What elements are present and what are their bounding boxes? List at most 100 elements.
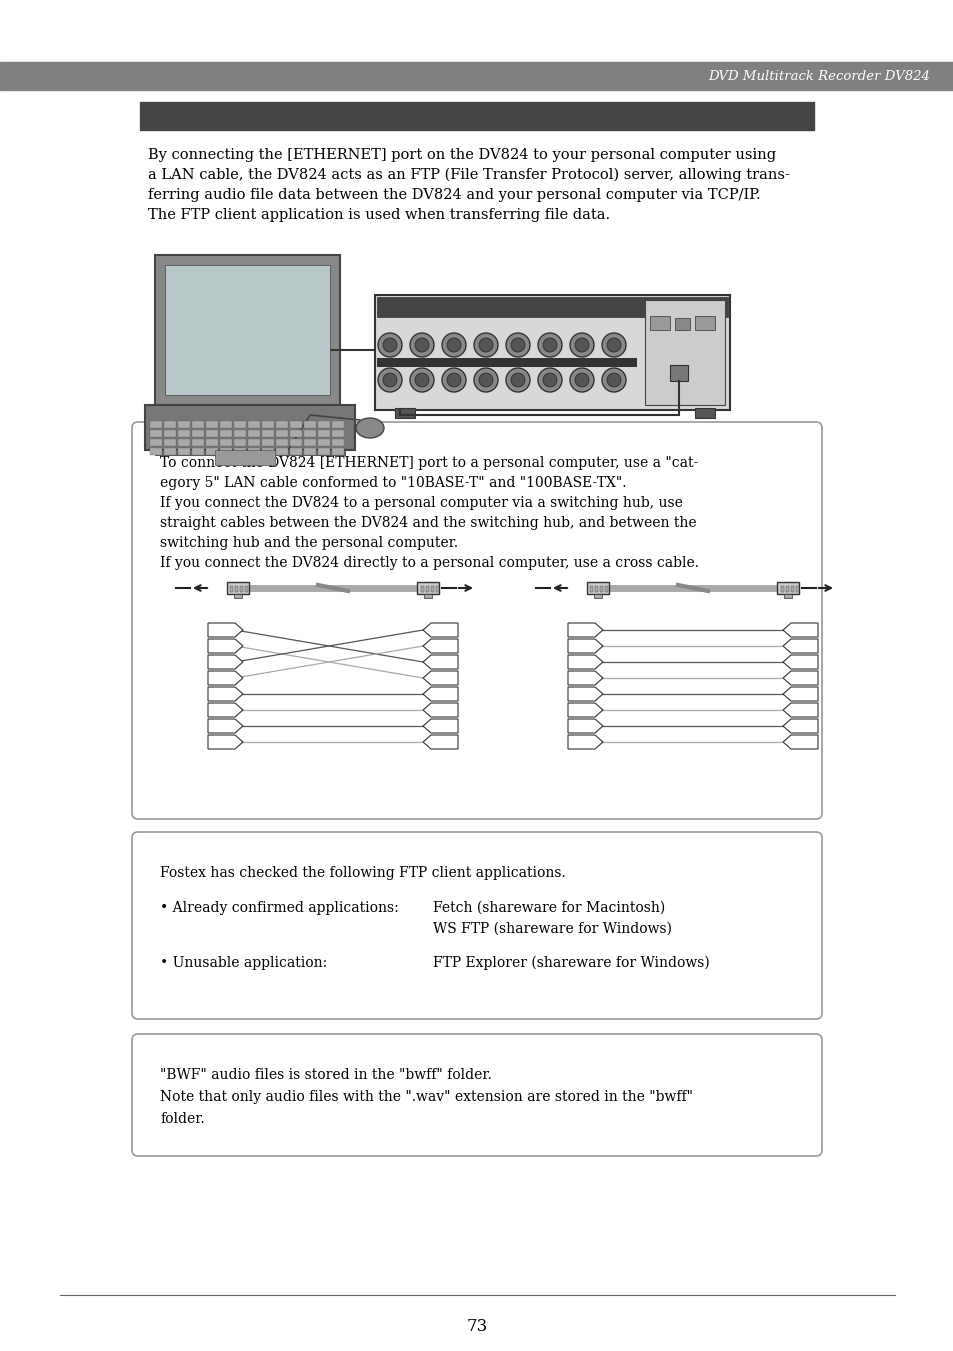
Bar — [206, 439, 218, 446]
Bar — [420, 586, 423, 592]
Circle shape — [569, 332, 594, 357]
Text: WS FTP (shareware for Windows): WS FTP (shareware for Windows) — [433, 921, 671, 936]
Bar — [248, 449, 260, 455]
Polygon shape — [782, 735, 817, 748]
Text: • Unusable application:: • Unusable application: — [160, 957, 327, 970]
Bar — [178, 439, 190, 446]
Bar — [165, 265, 330, 394]
Bar — [695, 408, 714, 417]
Bar — [589, 586, 593, 592]
Polygon shape — [567, 655, 602, 669]
Bar — [206, 430, 218, 436]
Bar — [594, 594, 601, 598]
Bar — [262, 439, 274, 446]
Polygon shape — [422, 735, 457, 748]
Polygon shape — [208, 639, 243, 653]
Bar — [332, 449, 344, 455]
Bar — [290, 449, 302, 455]
Polygon shape — [422, 639, 457, 653]
Bar — [304, 422, 315, 428]
Bar — [785, 586, 788, 592]
Bar — [192, 439, 204, 446]
Circle shape — [542, 338, 557, 353]
Bar — [275, 430, 288, 436]
Bar — [245, 586, 248, 592]
Bar — [595, 586, 598, 592]
Bar — [233, 422, 246, 428]
Polygon shape — [567, 703, 602, 717]
Bar — [145, 405, 355, 450]
Polygon shape — [782, 639, 817, 653]
FancyBboxPatch shape — [132, 1034, 821, 1156]
Circle shape — [410, 367, 434, 392]
Text: If you connect the DV824 to a personal computer via a switching hub, use: If you connect the DV824 to a personal c… — [160, 496, 682, 509]
Bar — [317, 439, 330, 446]
Bar — [150, 439, 162, 446]
Text: By connecting the [ETHERNET] port on the DV824 to your personal computer using: By connecting the [ETHERNET] port on the… — [148, 149, 776, 162]
Bar — [230, 586, 233, 592]
Bar — [262, 449, 274, 455]
Bar — [599, 586, 602, 592]
Bar — [275, 449, 288, 455]
Circle shape — [606, 373, 620, 386]
Polygon shape — [567, 623, 602, 638]
Polygon shape — [422, 703, 457, 717]
Bar — [304, 430, 315, 436]
Text: To connect the DV824 [ETHERNET] port to a personal computer, use a "cat-: To connect the DV824 [ETHERNET] port to … — [160, 457, 698, 470]
Bar — [154, 449, 345, 455]
Bar — [154, 255, 339, 405]
Bar — [669, 365, 687, 381]
Circle shape — [382, 338, 396, 353]
Text: a LAN cable, the DV824 acts as an FTP (File Transfer Protocol) server, allowing : a LAN cable, the DV824 acts as an FTP (F… — [148, 168, 789, 182]
Bar — [220, 439, 232, 446]
Bar — [150, 449, 162, 455]
Circle shape — [606, 338, 620, 353]
Bar — [233, 430, 246, 436]
Bar — [206, 449, 218, 455]
Bar — [426, 586, 429, 592]
Circle shape — [382, 373, 396, 386]
Polygon shape — [567, 688, 602, 701]
Bar — [178, 430, 190, 436]
Text: switching hub and the personal computer.: switching hub and the personal computer. — [160, 536, 457, 550]
Text: 73: 73 — [466, 1319, 487, 1335]
Bar — [586, 582, 608, 594]
Text: FTP Explorer (shareware for Windows): FTP Explorer (shareware for Windows) — [433, 957, 709, 970]
Circle shape — [377, 367, 401, 392]
Bar — [376, 358, 637, 363]
Bar — [140, 101, 813, 130]
Bar — [192, 422, 204, 428]
Bar — [248, 439, 260, 446]
Text: Note that only audio files with the ".wav" extension are stored in the "bwff": Note that only audio files with the ".wa… — [160, 1090, 692, 1104]
Text: ferring audio file data between the DV824 and your personal computer via TCP/IP.: ferring audio file data between the DV82… — [148, 188, 760, 203]
Circle shape — [575, 338, 588, 353]
Circle shape — [478, 373, 493, 386]
Bar — [783, 594, 791, 598]
Polygon shape — [782, 671, 817, 685]
Bar — [240, 586, 243, 592]
Bar — [220, 430, 232, 436]
Circle shape — [542, 373, 557, 386]
Circle shape — [511, 338, 524, 353]
Text: Fostex has checked the following FTP client applications.: Fostex has checked the following FTP cli… — [160, 866, 565, 880]
Circle shape — [441, 367, 465, 392]
Polygon shape — [208, 688, 243, 701]
Polygon shape — [567, 671, 602, 685]
Polygon shape — [782, 655, 817, 669]
Bar — [649, 316, 669, 330]
Circle shape — [601, 332, 625, 357]
Bar — [604, 586, 607, 592]
Bar — [675, 317, 689, 330]
Bar — [317, 430, 330, 436]
Bar — [164, 430, 175, 436]
Bar — [436, 586, 438, 592]
Polygon shape — [208, 655, 243, 669]
Polygon shape — [208, 623, 243, 638]
Bar — [290, 430, 302, 436]
Bar — [220, 422, 232, 428]
Circle shape — [474, 367, 497, 392]
Circle shape — [601, 367, 625, 392]
FancyBboxPatch shape — [132, 832, 821, 1019]
Bar — [376, 362, 637, 367]
Bar — [214, 450, 274, 465]
